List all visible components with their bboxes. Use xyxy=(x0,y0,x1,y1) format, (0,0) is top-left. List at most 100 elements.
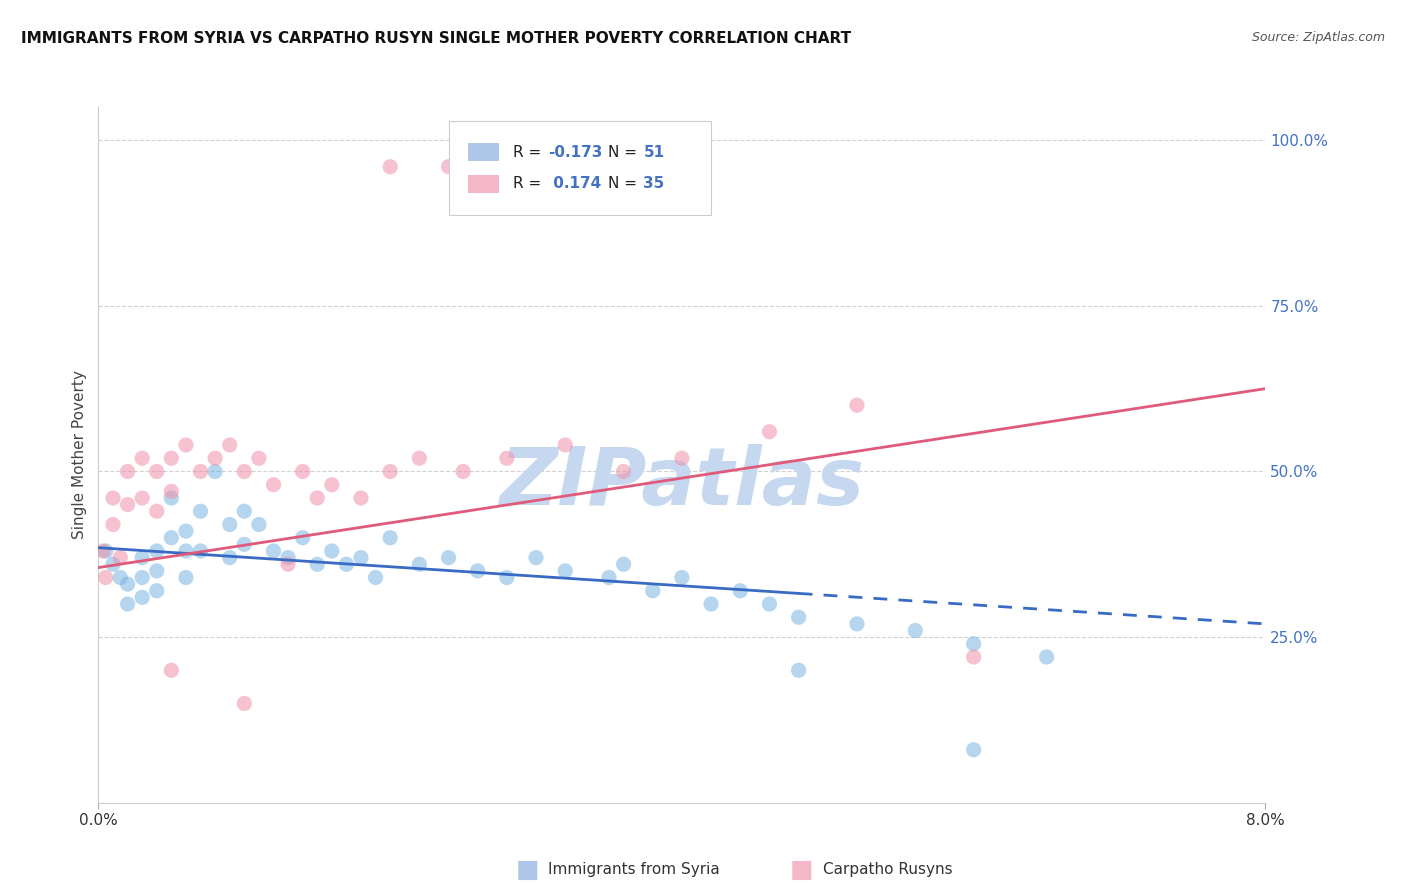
Point xyxy=(787,663,810,677)
Point xyxy=(1035,650,1057,665)
Point xyxy=(233,465,256,479)
Text: Carpatho Rusyns: Carpatho Rusyns xyxy=(823,863,952,877)
Point xyxy=(190,544,212,558)
Point xyxy=(247,517,270,532)
Point xyxy=(291,465,314,479)
Text: -0.173: -0.173 xyxy=(548,145,602,160)
Point xyxy=(91,544,114,558)
Text: R =: R = xyxy=(513,176,546,191)
Point xyxy=(117,597,139,611)
Point xyxy=(321,477,343,491)
Point xyxy=(174,438,197,452)
Point xyxy=(524,550,547,565)
Point xyxy=(277,550,299,565)
Point xyxy=(408,558,430,572)
Text: IMMIGRANTS FROM SYRIA VS CARPATHO RUSYN SINGLE MOTHER POVERTY CORRELATION CHART: IMMIGRANTS FROM SYRIA VS CARPATHO RUSYN … xyxy=(21,31,851,46)
Point xyxy=(146,544,169,558)
Point xyxy=(962,650,984,665)
Text: Immigrants from Syria: Immigrants from Syria xyxy=(548,863,720,877)
Text: R =: R = xyxy=(513,145,546,160)
Bar xyxy=(468,144,499,161)
Point xyxy=(467,564,489,578)
Point xyxy=(904,624,927,638)
Point xyxy=(160,531,183,545)
Point xyxy=(218,517,240,532)
Point xyxy=(641,583,664,598)
Point xyxy=(845,398,868,412)
Point xyxy=(437,160,460,174)
Point xyxy=(364,570,387,584)
Point xyxy=(380,465,402,479)
Point xyxy=(101,558,124,572)
Point xyxy=(962,743,984,757)
Point xyxy=(671,451,693,466)
Point xyxy=(204,451,226,466)
Point xyxy=(190,465,212,479)
Text: N =: N = xyxy=(609,176,643,191)
Point xyxy=(146,564,169,578)
Point xyxy=(110,570,132,584)
Point xyxy=(94,544,117,558)
Point xyxy=(131,570,153,584)
Point xyxy=(174,544,197,558)
Point xyxy=(233,697,256,711)
Point xyxy=(131,451,153,466)
Point xyxy=(350,491,373,505)
Point xyxy=(730,583,752,598)
Point xyxy=(174,570,197,584)
Point xyxy=(350,550,373,565)
Point xyxy=(451,465,474,479)
Y-axis label: Single Mother Poverty: Single Mother Poverty xyxy=(72,370,87,540)
Point xyxy=(845,616,868,631)
Point xyxy=(233,504,256,518)
Point xyxy=(758,425,780,439)
Point xyxy=(321,544,343,558)
Point xyxy=(291,531,314,545)
Point xyxy=(496,570,519,584)
Point xyxy=(612,465,634,479)
Text: ■: ■ xyxy=(516,858,538,881)
Point xyxy=(218,550,240,565)
Text: ZIPatlas: ZIPatlas xyxy=(499,443,865,522)
Point xyxy=(598,570,620,584)
Point xyxy=(131,550,153,565)
Text: ■: ■ xyxy=(790,858,813,881)
Point xyxy=(110,550,132,565)
Point xyxy=(101,491,124,505)
Point xyxy=(496,451,519,466)
Point xyxy=(262,477,284,491)
Point xyxy=(146,504,169,518)
Point xyxy=(380,531,402,545)
Point xyxy=(671,570,693,584)
Point xyxy=(146,583,169,598)
Point xyxy=(160,491,183,505)
Point xyxy=(612,558,634,572)
Point xyxy=(307,491,329,505)
Bar xyxy=(468,175,499,193)
Point xyxy=(277,558,299,572)
Point xyxy=(700,597,723,611)
Point xyxy=(117,498,139,512)
FancyBboxPatch shape xyxy=(449,121,711,215)
Point xyxy=(437,550,460,565)
Point xyxy=(190,504,212,518)
Point xyxy=(307,558,329,572)
Point xyxy=(160,663,183,677)
Point xyxy=(218,438,240,452)
Text: 35: 35 xyxy=(644,176,665,191)
Point xyxy=(247,451,270,466)
Point xyxy=(160,451,183,466)
Text: N =: N = xyxy=(609,145,643,160)
Text: Source: ZipAtlas.com: Source: ZipAtlas.com xyxy=(1251,31,1385,45)
Point xyxy=(94,570,117,584)
Point xyxy=(554,438,576,452)
Point xyxy=(380,160,402,174)
Point xyxy=(262,544,284,558)
Point xyxy=(233,537,256,551)
Point xyxy=(117,465,139,479)
Point xyxy=(962,637,984,651)
Point xyxy=(408,451,430,466)
Point xyxy=(204,465,226,479)
Point xyxy=(101,517,124,532)
Text: 0.174: 0.174 xyxy=(548,176,600,191)
